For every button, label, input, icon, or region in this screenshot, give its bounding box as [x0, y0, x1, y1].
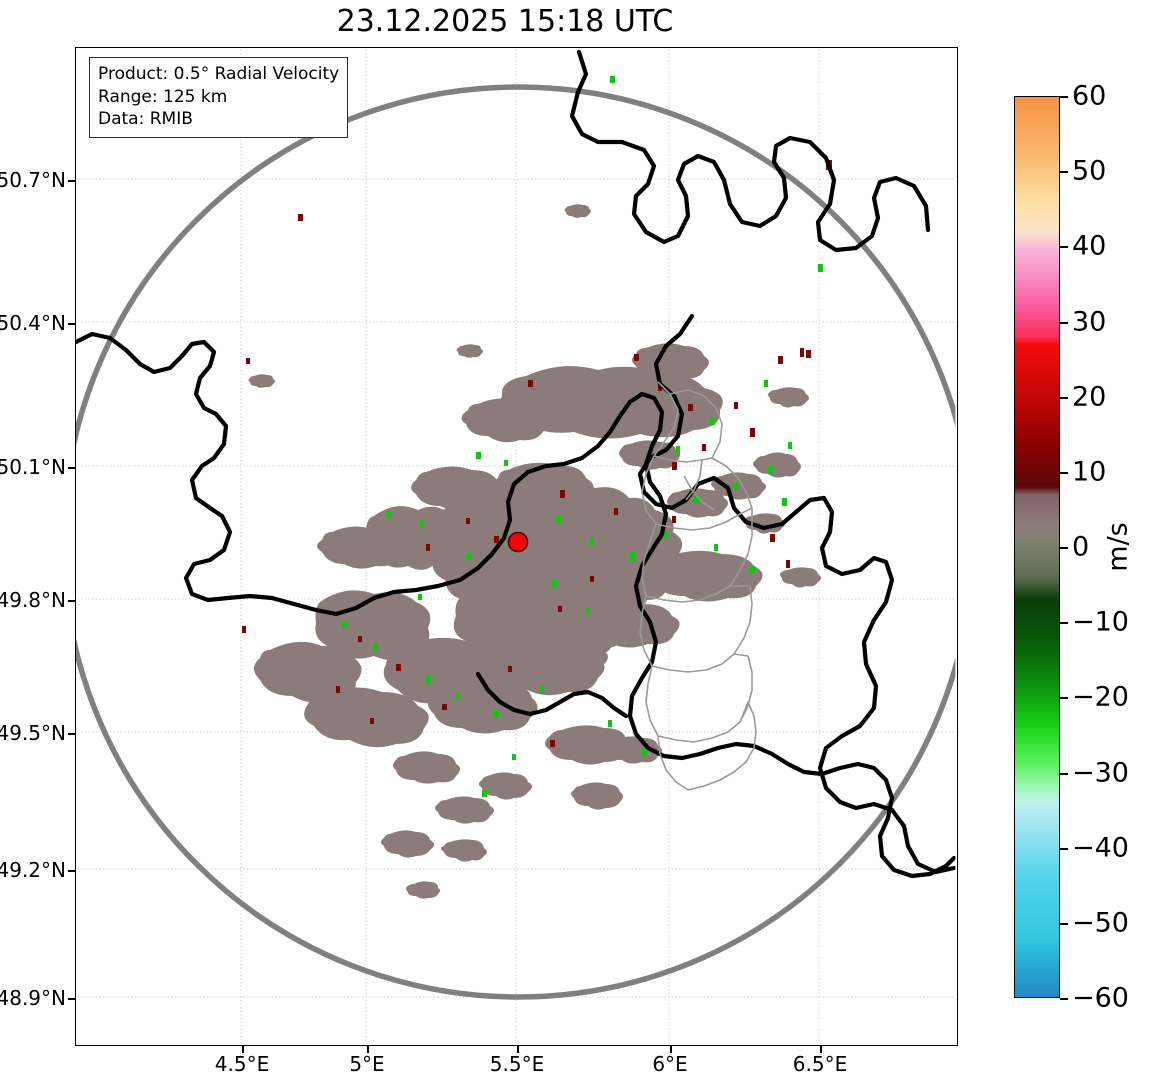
xtick-label-3: 6°E	[652, 1052, 688, 1076]
colorbar-label-50: 50	[1072, 155, 1107, 187]
colorbar-label-n50: −50	[1072, 907, 1129, 939]
colorbar-label-30: 30	[1072, 306, 1107, 338]
colorbar-tick-n20	[1060, 697, 1068, 699]
ytick-mark-2	[68, 467, 75, 469]
page-title: 23.12.2025 15:18 UTC	[336, 4, 674, 39]
colorbar[interactable]: 60 50 40 30 20 10 0 −10 −20 −30 −40 −50 …	[1014, 81, 1129, 1014]
colorbar-tick-10	[1060, 472, 1068, 474]
colorbar-label-0: 0	[1072, 531, 1090, 563]
subregion-borders	[639, 381, 758, 792]
xtick-label-0: 4.5°E	[214, 1052, 270, 1076]
colorbar-unit-label: m/s	[1102, 522, 1134, 572]
info-product: Product: 0.5° Radial Velocity	[98, 64, 340, 84]
info-box: Product: 0.5° Radial Velocity Range: 125…	[89, 57, 349, 138]
xtick-label-4: 6.5°E	[792, 1052, 848, 1076]
xtick-mark-0	[242, 1046, 244, 1053]
colorbar-label-n40: −40	[1072, 832, 1129, 864]
ytick-mark-5	[68, 870, 75, 872]
radar-map-panel[interactable]: Product: 0.5° Radial Velocity Range: 125…	[75, 47, 958, 1046]
colorbar-label-n30: −30	[1072, 757, 1129, 789]
colorbar-tick-60	[1060, 96, 1068, 98]
colorbar-label-60: 60	[1072, 80, 1107, 112]
ytick-label-0: 50.7°N	[0, 168, 66, 192]
radar-echo-layer	[242, 76, 833, 900]
ytick-label-1: 50.4°N	[0, 311, 66, 335]
colorbar-tick-20	[1060, 397, 1068, 399]
colorbar-tick-50	[1060, 171, 1068, 173]
colorbar-tick-n10	[1060, 622, 1068, 624]
radar-site-marker	[508, 532, 529, 553]
ytick-label-6: 48.9°N	[0, 986, 66, 1010]
gridlines	[76, 48, 956, 1044]
ytick-mark-6	[68, 998, 75, 1000]
colorbar-label-10: 10	[1072, 456, 1107, 488]
ytick-label-3: 49.8°N	[0, 588, 66, 612]
xtick-label-1: 5°E	[349, 1052, 385, 1076]
ytick-mark-4	[68, 733, 75, 735]
ytick-label-4: 49.5°N	[0, 721, 66, 745]
radar-map-canvas	[76, 48, 956, 1044]
xtick-mark-4	[820, 1046, 822, 1053]
info-data-source: Data: RMIB	[98, 109, 193, 130]
colorbar-label-n20: −20	[1072, 681, 1129, 713]
ytick-mark-3	[68, 600, 75, 602]
xtick-mark-3	[670, 1046, 672, 1053]
colorbar-label-n10: −10	[1072, 606, 1129, 638]
ytick-mark-0	[68, 180, 75, 182]
colorbar-tick-30	[1060, 322, 1068, 324]
colorbar-tick-40	[1060, 246, 1068, 248]
info-range: Range: 125 km	[98, 86, 228, 107]
colorbar-tick-0	[1060, 547, 1068, 549]
ytick-mark-1	[68, 323, 75, 325]
colorbar-label-n60: −60	[1072, 982, 1129, 1014]
xtick-mark-1	[367, 1046, 369, 1053]
colorbar-tick-n50	[1060, 923, 1068, 925]
colorbar-gradient	[1014, 96, 1060, 998]
xtick-mark-2	[517, 1046, 519, 1053]
national-borders	[76, 50, 956, 879]
colorbar-label-40: 40	[1072, 230, 1107, 262]
colorbar-label-20: 20	[1072, 381, 1107, 413]
colorbar-tick-n60	[1060, 998, 1068, 1000]
ytick-label-2: 50.1°N	[0, 455, 66, 479]
colorbar-tick-n30	[1060, 773, 1068, 775]
range-ring-125km	[76, 84, 956, 1001]
colorbar-tick-n40	[1060, 848, 1068, 850]
ytick-label-5: 49.2°N	[0, 858, 66, 882]
xtick-label-2: 5.5°E	[489, 1052, 545, 1076]
